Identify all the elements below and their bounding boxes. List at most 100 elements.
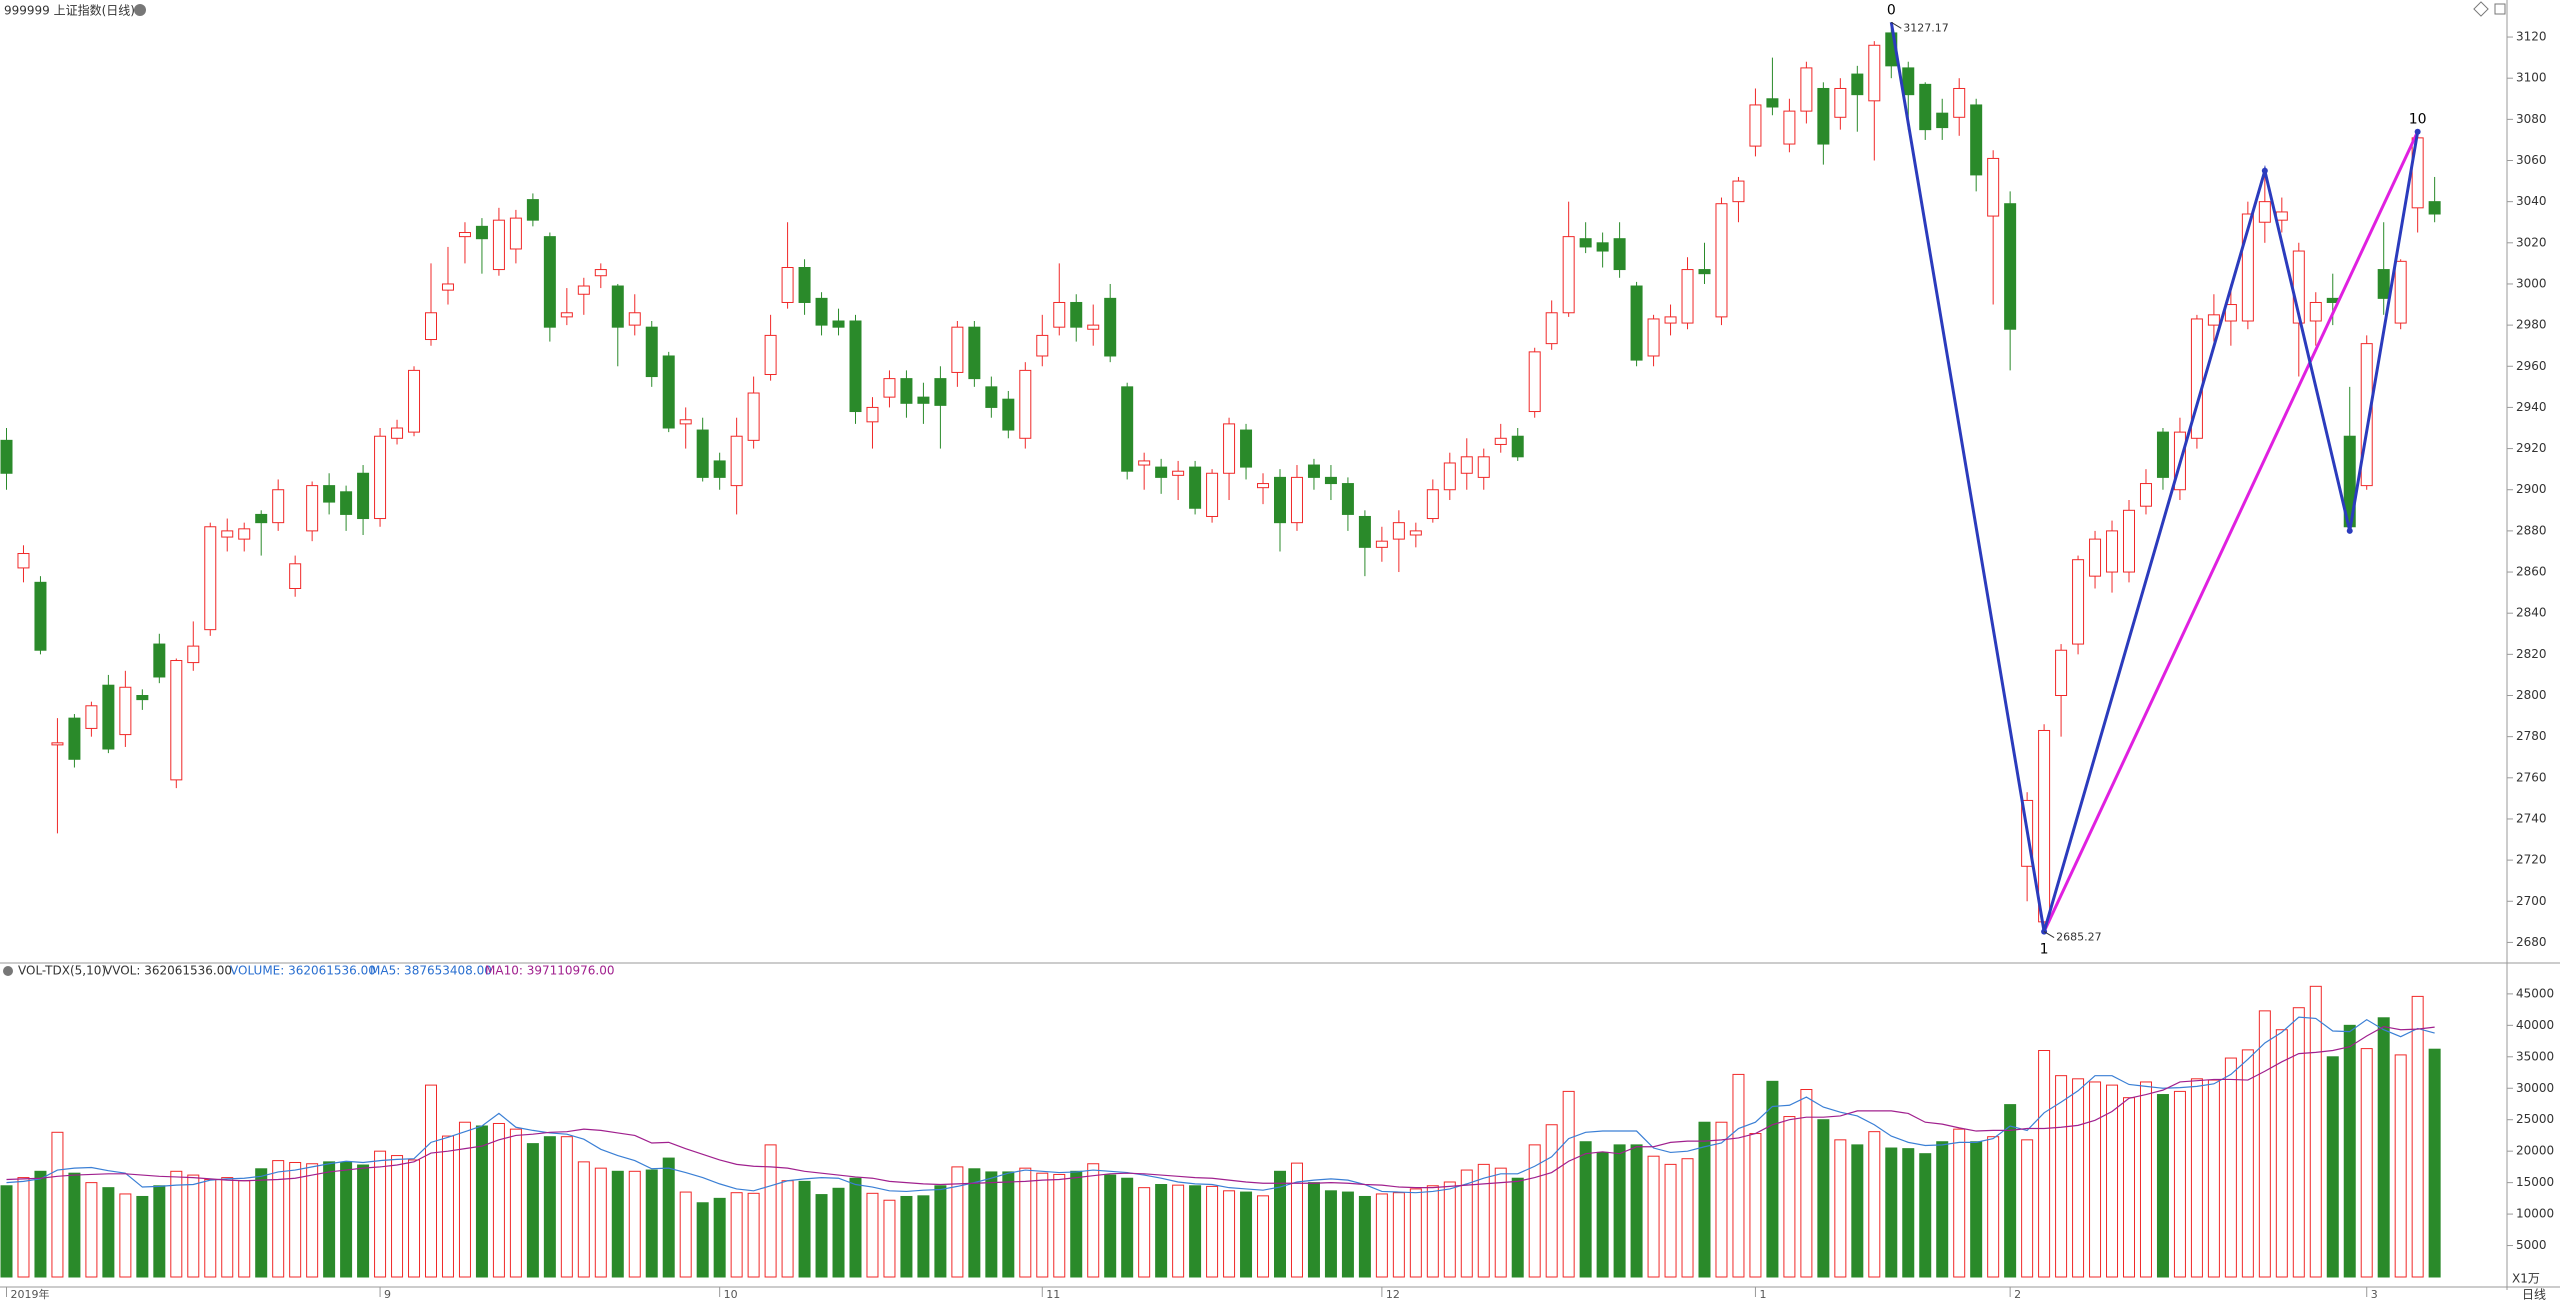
volume-bar: [1698, 1121, 1711, 1278]
volume-bar: [968, 1168, 981, 1278]
volume-bar: [1817, 1119, 1830, 1278]
y-tick-label: 45000: [2516, 986, 2554, 1000]
y-tick-label: 2860: [2516, 565, 2547, 579]
y-tick-label: 2720: [2516, 853, 2547, 867]
candle-body: [628, 312, 641, 326]
candle-body: [1409, 530, 1422, 536]
volume-bar: [102, 1187, 115, 1278]
candle-body: [238, 528, 251, 540]
volume-bar: [645, 1169, 658, 1278]
candle-body: [2190, 318, 2203, 439]
candle-body: [2258, 201, 2271, 223]
volume-bar: [1919, 1153, 1932, 1278]
peak-tick: [2043, 931, 2055, 939]
y-tick-label: 3100: [2516, 71, 2547, 85]
volume-bar: [1596, 1151, 1609, 1278]
candle-body: [170, 660, 183, 781]
candle-body: [1562, 236, 1575, 314]
candle-body: [374, 435, 387, 520]
candle-body: [458, 232, 471, 238]
indicator-value: VOLUME: 362061536.00: [230, 964, 376, 978]
y-tick-label: 2780: [2516, 729, 2547, 743]
volume-bar: [238, 1180, 251, 1278]
candle-body: [1443, 462, 1456, 491]
candle-body: [968, 326, 981, 380]
candle-body: [560, 312, 573, 318]
candle-body: [883, 378, 896, 398]
candle-body: [475, 225, 488, 240]
candle-body: [2072, 559, 2085, 645]
volume-bar: [425, 1084, 437, 1278]
volume-bar: [2360, 1048, 2373, 1278]
candle-body: [1800, 67, 1813, 112]
volume-bar: [1885, 1147, 1898, 1278]
candle-body: [2139, 483, 2152, 507]
volume-bar: [1002, 1171, 1015, 1278]
y-tick-label: 2980: [2516, 318, 2547, 332]
candle-body: [2207, 314, 2220, 326]
candle-body: [306, 485, 319, 532]
candle-body: [1375, 540, 1388, 548]
volume-bar: [68, 1172, 81, 1278]
volume-bar: [832, 1187, 845, 1278]
candle-body: [1494, 437, 1507, 445]
title-icon[interactable]: [134, 4, 146, 16]
y-tick-label: 2900: [2516, 482, 2547, 496]
volume-bar: [1528, 1144, 1541, 1278]
indicator-icon[interactable]: [3, 966, 13, 976]
candle-body: [1936, 112, 1949, 129]
candle-body: [1460, 456, 1473, 474]
volume-bar: [985, 1171, 998, 1278]
candle-body: [34, 581, 47, 651]
peak-tick: [1891, 21, 1902, 29]
volume-bar: [1630, 1144, 1643, 1278]
candle-body: [832, 320, 845, 328]
volume-bar: [1477, 1163, 1490, 1278]
y-tick-label: 2740: [2516, 811, 2547, 825]
candle-body: [1087, 324, 1100, 330]
candle-body: [781, 267, 794, 303]
volume-bar: [1223, 1190, 1236, 1278]
volume-bar: [2411, 995, 2424, 1278]
volume-bar: [917, 1195, 930, 1278]
candle-body: [1274, 476, 1286, 524]
candle-body: [1715, 203, 1728, 318]
y-tick-label: 2820: [2516, 647, 2547, 661]
indicator-value: MA5: 387653408.00: [370, 964, 492, 978]
y-tick-label: 20000: [2516, 1144, 2554, 1158]
indicator-value: MA10: 397110976.00: [485, 964, 615, 978]
candle-body: [2038, 729, 2051, 923]
candle-body: [1545, 312, 1558, 345]
volume-bar: [1274, 1170, 1286, 1278]
volume-bar: [1104, 1174, 1117, 1278]
window-icon[interactable]: [2473, 1, 2489, 17]
volume-bar: [1443, 1181, 1456, 1278]
volume-bar: [1868, 1131, 1881, 1278]
candle-body: [747, 392, 760, 441]
candle-body: [1121, 386, 1134, 472]
window-icon[interactable]: [2494, 3, 2506, 15]
volume-bar: [611, 1170, 624, 1278]
volume-bar: [136, 1195, 149, 1278]
candle-body: [408, 369, 421, 433]
y-tick-label: 30000: [2516, 1081, 2554, 1095]
candle-body: [798, 267, 811, 303]
candle-body: [1681, 269, 1694, 324]
volume-bar: [2139, 1081, 2152, 1278]
volume-bar: [1324, 1190, 1337, 1278]
volume-bar: [1375, 1193, 1388, 1278]
candle-body: [204, 526, 217, 631]
volume-bar: [2021, 1139, 2034, 1278]
candle-body: [391, 427, 404, 439]
volume-bar: [2055, 1075, 2068, 1278]
y-tick-label: 3120: [2516, 30, 2547, 44]
volume-bar: [2258, 1010, 2271, 1278]
unit-label: X1万: [2512, 1272, 2540, 1286]
candle-body: [1647, 318, 1660, 357]
volume-bar: [1426, 1185, 1439, 1278]
y-tick-label: 40000: [2516, 1018, 2554, 1032]
candle-body: [764, 334, 777, 375]
candle-body: [136, 695, 149, 701]
y-tick-label: 2800: [2516, 688, 2547, 702]
candle-body: [1138, 460, 1151, 466]
